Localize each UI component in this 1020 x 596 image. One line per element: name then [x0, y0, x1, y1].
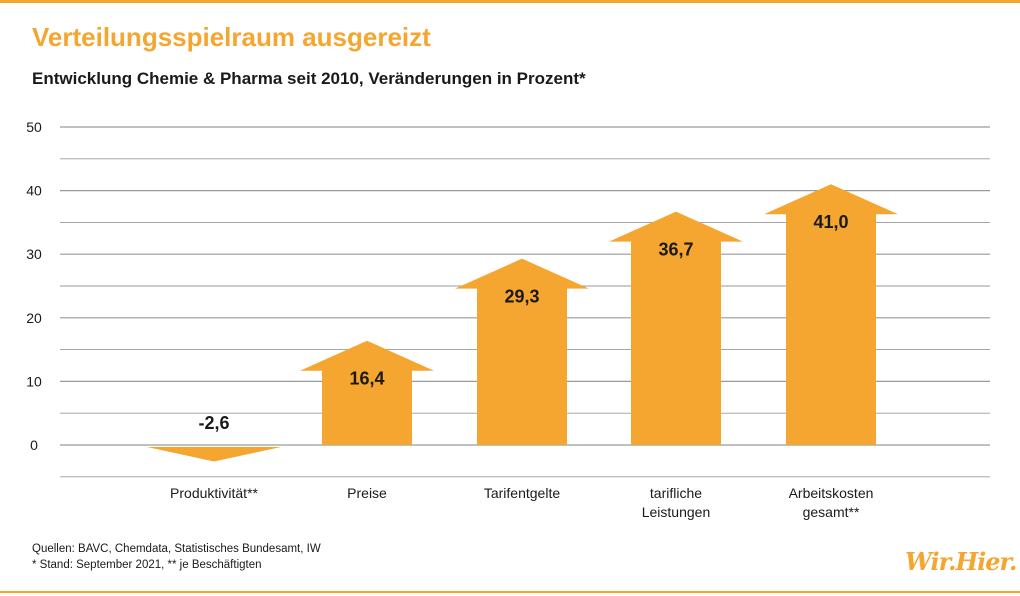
bar-arrow — [300, 340, 434, 445]
bar-arrow — [764, 184, 898, 446]
y-tick-label: 30 — [26, 246, 42, 262]
x-tick-label: tarifliche — [650, 485, 702, 501]
bar-arrow — [455, 258, 589, 445]
chart-title: Verteilungsspielraum ausgereizt — [32, 22, 431, 52]
x-tick-label: Produktivität** — [170, 485, 258, 501]
y-tick-label: 0 — [30, 437, 38, 453]
y-tick-label: 40 — [26, 183, 42, 199]
x-tick-label: Arbeitskosten — [789, 485, 874, 501]
y-tick-label: 50 — [26, 119, 42, 135]
top-accent-rule — [0, 0, 1020, 3]
data-label: 16,4 — [349, 369, 384, 389]
x-tick-label: gesamt** — [803, 504, 860, 520]
source-note: Quellen: BAVC, Chemdata, Statistisches B… — [32, 543, 321, 555]
bottom-accent-rule — [0, 591, 1020, 593]
x-tick-label: Preise — [347, 485, 387, 501]
x-tick-label: Tarifentgelte — [484, 485, 560, 501]
data-label: 36,7 — [658, 240, 693, 260]
x-tick-label: Leistungen — [642, 504, 711, 520]
bar-arrow — [609, 211, 743, 445]
brand-logo: Wir.Hier. — [905, 547, 1017, 576]
y-tick-label: 20 — [26, 310, 42, 326]
chart-subtitle: Entwicklung Chemie & Pharma seit 2010, V… — [32, 69, 586, 88]
y-tick-label: 10 — [26, 373, 42, 389]
footnotes: Quellen: BAVC, Chemdata, Statistisches B… — [32, 541, 321, 573]
status-note: * Stand: September 2021, ** je Beschäfti… — [32, 559, 262, 571]
data-label: 29,3 — [504, 287, 539, 307]
data-label: 41,0 — [813, 212, 848, 232]
bar-arrow — [147, 447, 281, 462]
data-label: -2,6 — [198, 413, 229, 433]
